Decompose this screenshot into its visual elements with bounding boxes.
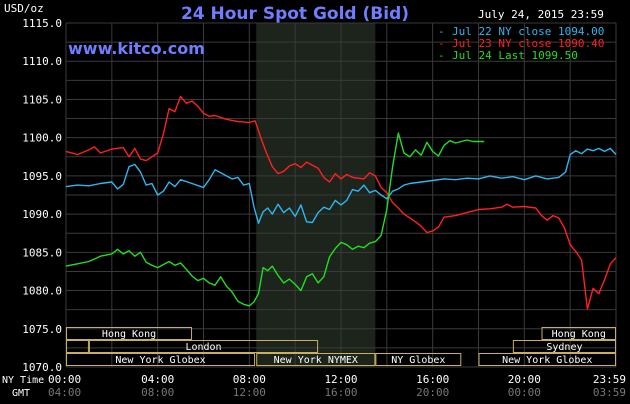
x-tick-label-gmt: 00:00 [508, 386, 541, 399]
x-tick-label-gmt: 12:00 [233, 386, 266, 399]
y-axis-unit-label: USD/oz [4, 2, 44, 15]
market-band-label: London [185, 342, 221, 353]
legend-swatch-jul22: - [438, 25, 445, 38]
y-tick-label: 1075.0 [22, 323, 62, 336]
y-tick-label: 1100.0 [22, 132, 62, 145]
market-band [88, 340, 319, 353]
gmt-label: GMT [12, 388, 30, 399]
price-series [65, 95, 617, 310]
market-band [512, 340, 616, 353]
legend-swatch-jul24: - [438, 49, 445, 62]
market-band [66, 353, 256, 366]
market-band [66, 340, 89, 353]
x-tick-label-gmt: 16:00 [324, 386, 357, 399]
market-band-label: New York NYMEX [274, 355, 358, 366]
chart-title: 24 Hour Spot Gold (Bid) [181, 4, 409, 24]
x-tick-label-gmt: 04:00 [48, 386, 81, 399]
series-line-1 [65, 95, 617, 310]
series-line-0 [65, 147, 617, 224]
market-band-label: NY Globex [391, 355, 445, 366]
legend: - Jul 22 NY close 1094.00 - Jul 23 NY cl… [438, 25, 604, 62]
x-tick-label-ny: 04:00 [141, 373, 174, 386]
y-tick-label: 1110.0 [22, 55, 62, 68]
market-band [375, 353, 462, 366]
y-tick-label: 1080.0 [22, 285, 62, 298]
x-tick-label-ny: 23:59 [593, 373, 626, 386]
x-tick-label-gmt: 08:00 [141, 386, 174, 399]
series-line-2 [65, 132, 485, 307]
y-tick-label: 1105.0 [22, 93, 62, 106]
market-band-label: Sydney [546, 342, 582, 353]
x-tick-label-gmt: 20:00 [416, 386, 449, 399]
website-watermark: www.kitco.com [68, 39, 205, 58]
x-tick-label-ny: 20:00 [508, 373, 541, 386]
market-band [478, 353, 616, 366]
market-band [541, 327, 616, 340]
y-tick-label: 1095.0 [22, 170, 62, 183]
market-band-label: Hong Kong [102, 329, 156, 340]
grid-lines [65, 22, 617, 368]
chart-date: July 24, 2015 23:59 [478, 8, 604, 21]
market-session-bands: Hong Kong Hong Kong London Sydney New York G… [66, 327, 616, 366]
market-band [66, 327, 193, 340]
y-axis-tick-labels: 1115.0 1110.0 1105.0 1100.0 1095.0 1090.0 1085… [22, 17, 62, 374]
x-tick-label-ny: 00:00 [48, 373, 81, 386]
y-tick-label: 1090.0 [22, 208, 62, 221]
legend-swatch-jul23: - [438, 37, 445, 50]
market-band [256, 353, 376, 366]
legend-entry-jul24: Jul 24 Last 1099.50 [452, 49, 578, 62]
y-tick-label: 1115.0 [22, 17, 62, 30]
x-tick-label-gmt: 03:59 [593, 386, 626, 399]
market-band-label: New York Globex [115, 355, 205, 366]
y-tick-label: 1085.0 [22, 246, 62, 259]
market-band-label: Hong Kong [552, 329, 606, 340]
x-axis-tick-labels: 00:00 04:00 08:00 12:00 16:00 20:00 23:5904:00… [48, 373, 626, 399]
x-tick-label-ny: 12:00 [324, 373, 357, 386]
legend-entry-jul22: Jul 22 NY close 1094.00 [452, 25, 604, 38]
market-band-label: New York Globex [502, 355, 592, 366]
y-tick-label: 1070.0 [22, 361, 62, 374]
x-tick-label-ny: 08:00 [233, 373, 266, 386]
x-tick-label-ny: 16:00 [416, 373, 449, 386]
legend-entry-jul23: Jul 23 NY close 1090.40 [452, 37, 604, 50]
ny-time-label: NY Time [2, 375, 44, 386]
